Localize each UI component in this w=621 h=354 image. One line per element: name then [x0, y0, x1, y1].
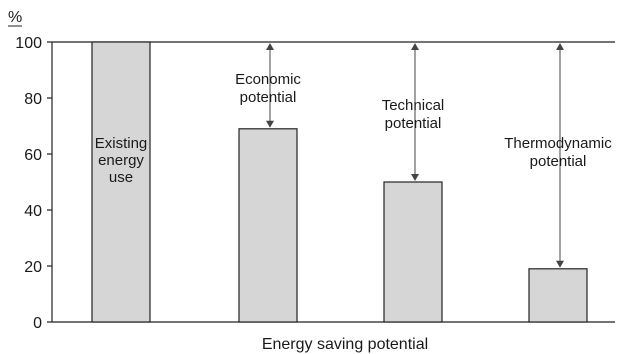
- arrow-head: [556, 260, 564, 268]
- bar-annotation-line: Economic: [235, 71, 301, 88]
- bar-annotation-line: Existing: [95, 135, 148, 152]
- arrow-head: [556, 43, 564, 50]
- x-axis-label: Energy saving potential: [262, 336, 428, 353]
- arrow-head: [411, 43, 419, 50]
- bar-annotation-line: energy: [98, 152, 144, 169]
- bar-annotation-line: potential: [530, 153, 587, 170]
- bar: [528, 268, 588, 323]
- bar-annotation-line: potential: [385, 115, 442, 132]
- y-tick-label: 80: [24, 91, 42, 108]
- y-ticks: 0 20 40 60 80 100: [15, 35, 52, 332]
- y-tick-label: 0: [33, 315, 42, 332]
- potential-arrows: [266, 43, 564, 268]
- y-tick-label: 40: [24, 203, 42, 220]
- arrow-head: [411, 174, 419, 181]
- bar-annotation-line: potential: [240, 89, 297, 106]
- bar: [238, 128, 298, 323]
- bar-annotation-line: use: [109, 169, 133, 186]
- bar: [383, 181, 443, 323]
- y-axis-label: %: [8, 9, 22, 26]
- arrow-head: [266, 120, 274, 128]
- y-tick-label: 20: [24, 259, 42, 276]
- y-tick-label: 60: [24, 147, 42, 164]
- bars: [91, 41, 588, 323]
- bar-annotation-line: Thermodynamic: [504, 135, 612, 152]
- bar-annotation-line: Technical: [382, 97, 445, 114]
- y-tick-label: 100: [15, 35, 42, 52]
- bar: [91, 41, 151, 323]
- arrow-head: [266, 43, 274, 50]
